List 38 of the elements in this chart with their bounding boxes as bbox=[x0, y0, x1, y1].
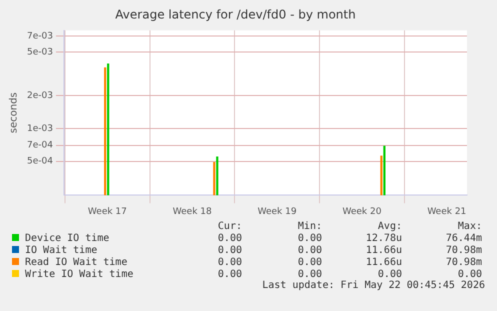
text: Avg: bbox=[376, 220, 402, 232]
y-tick-label: 1e-03 bbox=[26, 124, 53, 134]
text: 0.00 bbox=[456, 268, 482, 280]
x-tick-label: Week 21 bbox=[427, 206, 466, 217]
x-tick-label: Week 18 bbox=[172, 206, 212, 217]
legend-label: Read IO Wait time bbox=[24, 256, 128, 268]
legend-label: IO Wait time bbox=[24, 244, 98, 256]
x-tick-label: Week 17 bbox=[88, 206, 127, 217]
text: Min: bbox=[296, 220, 322, 232]
y-axis-title: seconds bbox=[8, 92, 20, 134]
y-tick-label: 2e-03 bbox=[26, 90, 53, 101]
text: 76.44m bbox=[444, 232, 482, 244]
legend-label: Device IO time bbox=[24, 232, 110, 244]
text: 0.00 bbox=[216, 232, 242, 244]
text: 0.00 bbox=[296, 244, 322, 256]
text: 12.78u bbox=[364, 232, 402, 244]
text: Cur: bbox=[216, 220, 242, 232]
x-tick-label: Week 20 bbox=[342, 206, 382, 217]
text: 0.00 bbox=[376, 268, 402, 280]
text: 0.00 bbox=[296, 232, 322, 244]
text: 11.66u bbox=[364, 256, 402, 268]
text: Max: bbox=[456, 220, 482, 232]
y-tick-label: 5e-04 bbox=[26, 156, 54, 167]
y-tick-label: 7e-03 bbox=[26, 31, 53, 42]
text: 0.00 bbox=[216, 244, 242, 256]
text: 0.00 bbox=[216, 256, 242, 268]
legend-label: Write IO Wait time bbox=[24, 268, 134, 280]
text: Last update: Fri May 22 00:45:45 2026 bbox=[261, 280, 485, 291]
chart-title: Average latency for /dev/fd0 - by month bbox=[115, 7, 356, 22]
text: 0.00 bbox=[216, 268, 242, 280]
text: 0.00 bbox=[296, 268, 322, 280]
text: 70.98m bbox=[444, 244, 482, 256]
y-tick-label: 5e-03 bbox=[26, 47, 53, 58]
x-tick-label: Week 19 bbox=[258, 206, 297, 217]
text: 11.66u bbox=[364, 244, 402, 256]
text: 70.98m bbox=[444, 256, 482, 268]
y-tick-label: 7e-04 bbox=[26, 140, 54, 151]
text: 0.00 bbox=[296, 256, 322, 268]
